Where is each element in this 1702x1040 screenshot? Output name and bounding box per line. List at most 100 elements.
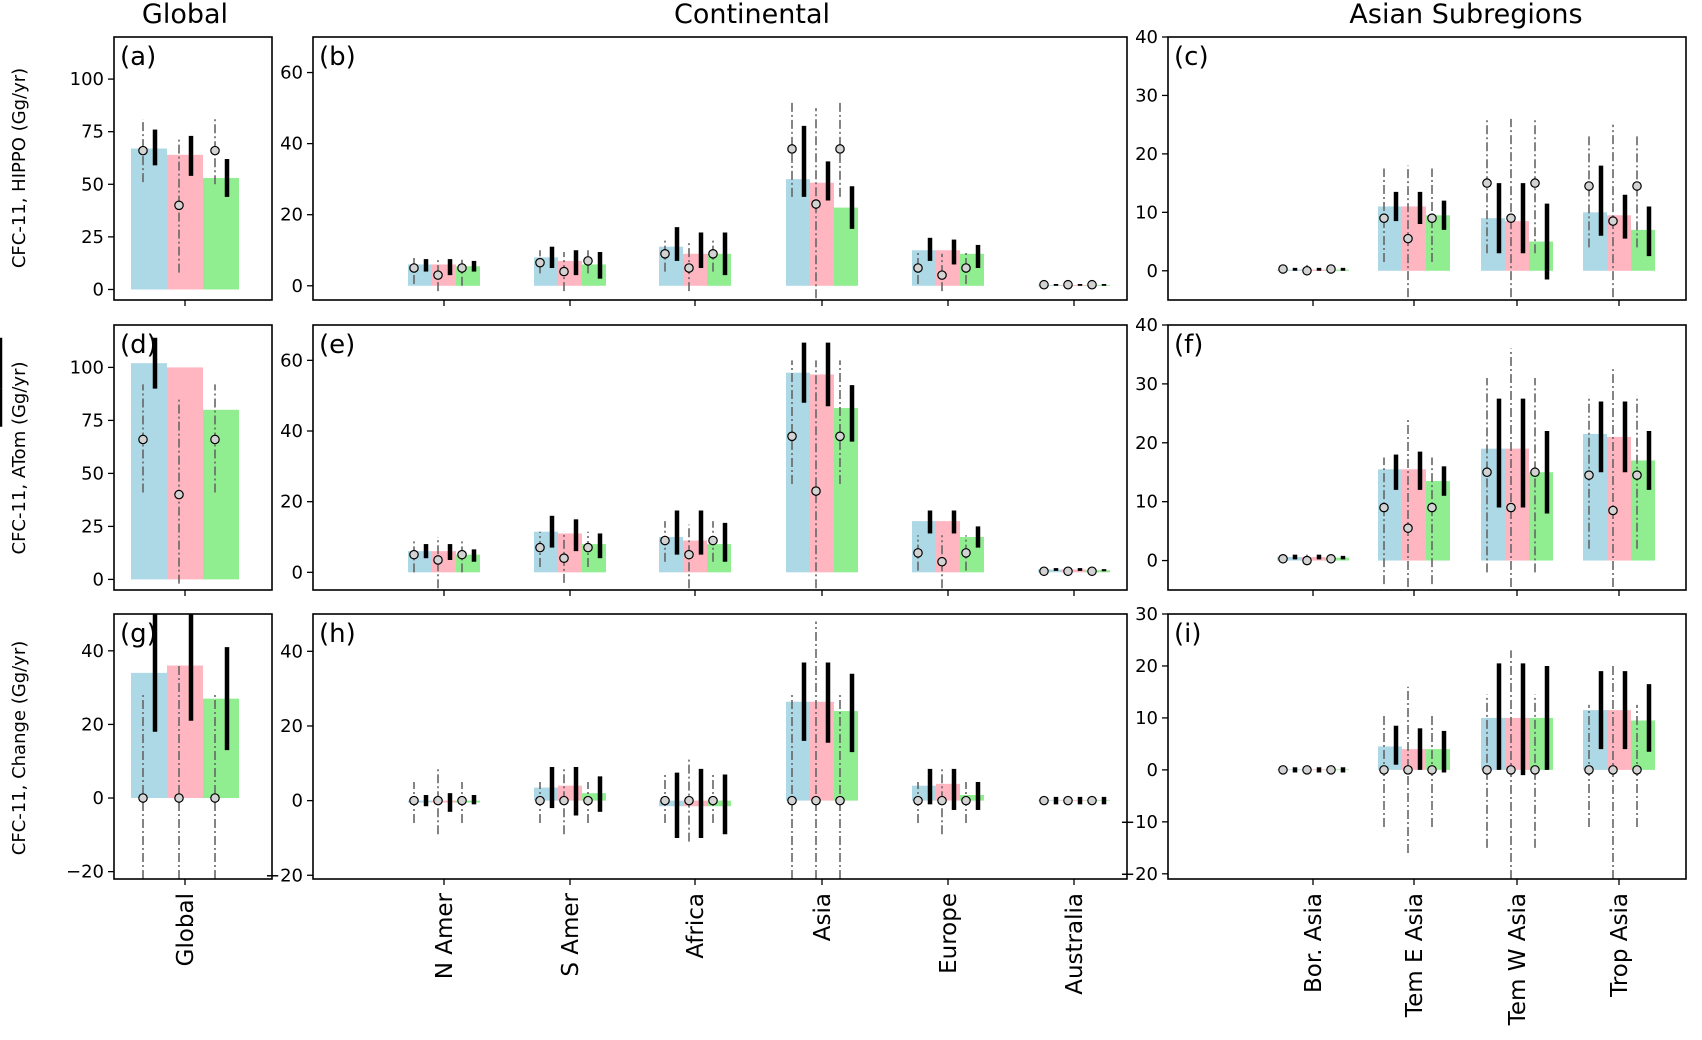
category-label: Tem W Asia (1505, 893, 1531, 1026)
bar-s1-c0 (432, 800, 456, 803)
panel-frame (312, 613, 1128, 880)
bar-s2-c2 (1529, 717, 1553, 770)
y-tick-label: 0 (93, 788, 104, 809)
column-titles: Global Continental Asian Subregions (142, 0, 1583, 30)
category-label: S Amer (558, 892, 584, 976)
prior-point-s2-c3 (1632, 765, 1642, 775)
prior-point-s0-c0 (138, 145, 148, 156)
category-label: Australia (1062, 893, 1088, 995)
bar-s2-c0 (203, 409, 239, 580)
column-title-global: Global (142, 0, 228, 30)
prior-point-s1-c2 (1506, 213, 1516, 223)
y-tick-label: 0 (292, 562, 303, 583)
bar-s1-c0 (167, 665, 203, 799)
prior-point-s0-c5 (1039, 279, 1049, 290)
panel-frame (1167, 324, 1687, 591)
row-label-hippo: CFC-11, HIPPO (Gg/yr) (9, 68, 30, 268)
y-tick-label: −20 (265, 865, 303, 886)
prior-point-s0-c2 (660, 248, 670, 259)
bar-s0-c0 (131, 363, 167, 580)
bar-s1-c5 (1062, 285, 1086, 286)
y-tick-label: 30 (1135, 604, 1158, 625)
prior-point-s0-c3 (1584, 765, 1594, 775)
row-label-change: CFC-11, Change (Gg/yr) (9, 641, 30, 856)
prior-point-s1-c1 (559, 553, 569, 563)
category-label: Trop Asia (1607, 893, 1633, 998)
y-tick-label: 20 (280, 716, 303, 737)
row-label-atom: CFC-11, ATom (Gg/yr) (9, 362, 30, 555)
y-tick-label: 20 (81, 714, 104, 735)
bar-s1-c5 (1062, 799, 1086, 801)
bar-s2-c5 (1086, 799, 1110, 801)
bar-s1-c0 (1301, 269, 1325, 271)
prior-point-s0-c2 (1482, 178, 1492, 188)
prior-point-s1-c1 (1403, 765, 1413, 775)
bar-s2-c5 (1086, 570, 1110, 573)
bar-s2-c2 (707, 800, 731, 807)
category-label: Tem E Asia (1402, 893, 1428, 1018)
bar-s1-c0 (1301, 769, 1325, 771)
prior-point-s0-c5 (1039, 795, 1049, 806)
bar-s0-c0 (1277, 557, 1301, 561)
prior-point-s1-c0 (1302, 765, 1312, 775)
prior-point-s2-c2 (1530, 467, 1540, 478)
panel-frame (113, 36, 273, 301)
prior-point-s0-c1 (535, 542, 545, 553)
prior-point-s2-c4 (961, 548, 971, 558)
bar-s0-c5 (1038, 799, 1062, 801)
prior-point-s2-c0 (457, 263, 467, 273)
panel-5: 0 10 20 30 40 (f) (1135, 315, 1687, 596)
y-tick-label: 50 (81, 174, 104, 195)
panel-6: −20 0 20 40 (g) (66, 613, 273, 885)
y-tick-label: 60 (280, 63, 303, 84)
prior-point-s1-c0 (433, 795, 443, 806)
bar-s2-c0 (1325, 269, 1349, 271)
y-tick-label: −10 (1120, 812, 1158, 833)
bar-s2-c0 (456, 800, 480, 803)
panels: 0255075100(a)0204060(b)010203040(c)02550… (0, 27, 1687, 886)
bar-s1-c5 (1062, 569, 1086, 573)
bar-s2-c5 (1086, 285, 1110, 286)
panel-3: 0 25 50 75 100 (d) (0, 324, 273, 596)
prior-point-s0-c0 (409, 549, 419, 560)
prior-point-s1-c5 (1063, 279, 1073, 290)
y-tick-label: 20 (1135, 656, 1158, 677)
panel-letter: (c) (1174, 42, 1209, 72)
panel-0: 0 25 50 75 100 (a) (70, 36, 273, 306)
bar-s0-c2 (1481, 218, 1505, 271)
bar-s0-c1 (1378, 469, 1402, 561)
prior-point-s2-c0 (457, 549, 467, 560)
panel-7: −20 0 20 40 (h) (265, 613, 1128, 886)
bar-s2-c4 (960, 795, 984, 801)
y-tick-label: 10 (1135, 708, 1158, 729)
bar-s0-c0 (1277, 769, 1301, 771)
bar-s0-c0 (1277, 269, 1301, 271)
bar-s0-c3 (1583, 433, 1607, 561)
bar-s2-c0 (1325, 769, 1349, 771)
panel-letter: (g) (120, 619, 157, 649)
y-tick-label: 0 (1147, 261, 1158, 282)
y-tick-label: 10 (1135, 492, 1158, 513)
prior-point-s0-c2 (660, 535, 670, 546)
panel-letter: (e) (319, 330, 355, 360)
prior-point-s2-c4 (961, 795, 971, 806)
prior-point-s1-c3 (811, 199, 821, 209)
bar-s1-c2 (683, 800, 707, 807)
prior-point-s2-c2 (708, 535, 718, 546)
prior-point-s1-c4 (937, 795, 947, 806)
prior-point-s0-c0 (1278, 553, 1288, 564)
y-tick-label: 40 (280, 134, 303, 155)
y-tick-label: 40 (280, 641, 303, 662)
y-tick-label: 0 (292, 791, 303, 812)
bar-s1-c3 (1607, 710, 1631, 770)
prior-point-s2-c2 (1530, 178, 1540, 188)
prior-point-s2-c0 (1326, 765, 1336, 775)
prior-point-s2-c1 (583, 795, 593, 806)
prior-point-s1-c1 (1403, 233, 1413, 244)
y-tick-label: 30 (1135, 374, 1158, 395)
bar-s1-c3 (810, 701, 834, 801)
prior-point-s1-c1 (1403, 523, 1413, 533)
y-tick-label: 50 (81, 463, 104, 484)
prior-point-s1-c0 (433, 270, 443, 280)
prior-point-s0-c3 (1584, 470, 1594, 480)
